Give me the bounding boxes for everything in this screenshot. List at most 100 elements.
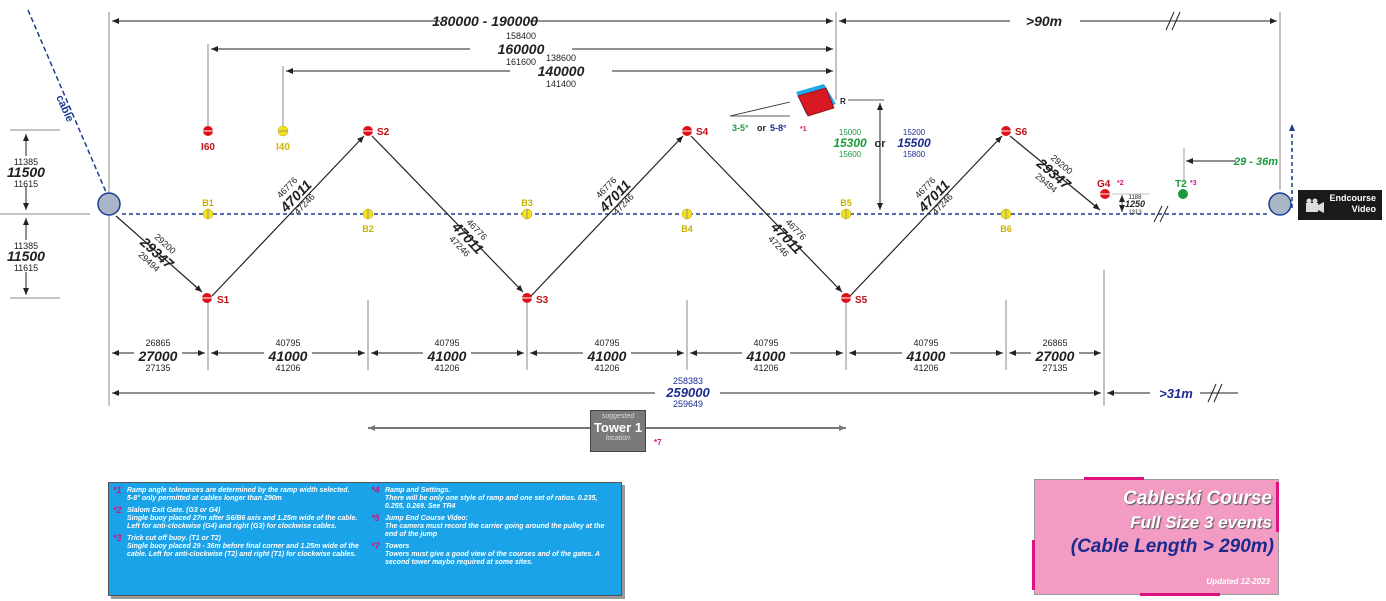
buoy-s6: S6	[1001, 126, 1028, 138]
endcourse-video: Endcourse Video	[1298, 190, 1382, 220]
note-3: *3 Trick cut off buoy. (T1 or T2) Single b…	[113, 533, 359, 559]
ramp-r-label: R	[840, 97, 846, 106]
svg-text:258383: 258383	[673, 376, 703, 386]
svg-text:41000: 41000	[906, 348, 946, 364]
tower-note: *7	[654, 438, 662, 447]
d160-under: 161600	[506, 57, 536, 67]
exit-gate-g4: G4 *2 1188 1250 1313	[1097, 179, 1169, 223]
pulley-left	[97, 192, 121, 216]
buoy-s1: S1	[202, 293, 230, 306]
note-1: *1 Ramp angle tolerances are determined b…	[113, 485, 350, 503]
svg-text:1313: 1313	[1128, 210, 1142, 216]
svg-text:S3: S3	[536, 295, 549, 306]
buoy-s2: S2	[363, 126, 390, 138]
svg-text:T2: T2	[1175, 179, 1187, 190]
ramp-distance-labels: 15000 15300 15600 or 15200 15500 15800	[833, 128, 931, 159]
svg-text:B4: B4	[681, 224, 693, 234]
svg-text:259649: 259649	[673, 399, 703, 409]
y-bot-under: 11615	[14, 263, 38, 273]
tower-suggested: suggested	[601, 413, 635, 420]
svg-text:26865: 26865	[1042, 338, 1067, 348]
d140-under: 141400	[546, 79, 576, 89]
camera-icon	[1306, 198, 1324, 213]
y-top-main: 11500	[7, 164, 45, 180]
endcourse-line2: Video	[1351, 204, 1376, 214]
title-panel: Cableski Course Full Size 3 events (Cabl…	[1034, 479, 1279, 595]
y-bot-main: 11500	[7, 248, 45, 264]
svg-text:or: or	[875, 138, 887, 150]
pink-arrow-bottom	[1140, 593, 1220, 596]
buoy-b3: B3	[521, 198, 533, 220]
svg-text:B1: B1	[202, 198, 214, 208]
jump-ramp: R 3-5° or 5-8° *1	[729, 84, 884, 210]
note-2: *2 Slalom Exit Gate. (G3 or G4) Single buo…	[113, 505, 358, 531]
svg-text:1250: 1250	[1125, 199, 1145, 209]
diag-short-1: 29200 29347 29494	[136, 232, 177, 274]
svg-text:15500: 15500	[897, 136, 931, 150]
svg-text:29 - 36m: 29 - 36m	[1233, 156, 1278, 168]
svg-text:S1: S1	[217, 295, 230, 306]
note-4: *4 Ramp and Settings. There will be only o…	[371, 485, 598, 511]
y-bot-over: 11385	[14, 241, 38, 251]
title-line1: Cableski Course	[1123, 488, 1272, 509]
diag-1: 46776 47011 47246	[275, 175, 317, 217]
tower-location: location	[605, 435, 631, 442]
top-right-label: >90m	[1026, 13, 1062, 29]
d160-over: 158400	[506, 31, 536, 41]
svg-text:259000: 259000	[665, 385, 710, 400]
dim-140000: 138600 140000 141400	[286, 53, 833, 89]
svg-text:40795: 40795	[594, 338, 619, 348]
svg-text:41000: 41000	[268, 348, 308, 364]
top-total-label: 180000 - 190000	[432, 13, 538, 29]
pulley-right	[1268, 192, 1292, 216]
svg-text:27135: 27135	[145, 363, 170, 373]
svg-text:40795: 40795	[275, 338, 300, 348]
title-line3: (Cable Length > 290m)	[1070, 536, 1274, 557]
svg-text:26865: 26865	[145, 338, 170, 348]
svg-text:S5: S5	[855, 295, 868, 306]
note-7: *7 Towers Towers must give a good view of …	[371, 541, 600, 567]
svg-text:*3: *3	[1190, 180, 1197, 187]
svg-text:41206: 41206	[434, 363, 459, 373]
svg-text:27000: 27000	[138, 348, 178, 364]
buoy-b6: B6	[1000, 208, 1012, 234]
svg-text:S4: S4	[696, 127, 709, 138]
pink-arrow-top	[1084, 477, 1144, 480]
diag-3: 46776 47011 47246	[594, 175, 636, 217]
top-dimension: 180000 - 190000 >90m	[112, 11, 1277, 31]
svg-text:40795: 40795	[913, 338, 938, 348]
svg-text:41206: 41206	[753, 363, 778, 373]
slalom-path	[115, 135, 1101, 297]
svg-text:41206: 41206	[594, 363, 619, 373]
pink-arrow-right	[1276, 482, 1279, 532]
svg-text:I60: I60	[201, 142, 215, 153]
d140-main: 140000	[538, 63, 585, 79]
entry-gate-i60: I60	[201, 126, 215, 153]
svg-text:S6: S6	[1015, 127, 1028, 138]
ramp-angle-or: or	[757, 123, 766, 133]
svg-text:40795: 40795	[753, 338, 778, 348]
svg-text:B6: B6	[1000, 224, 1012, 234]
dim-160000: 158400 160000 161600	[211, 31, 833, 67]
buoy-b2: B2	[362, 208, 374, 234]
buoy-s5: S5	[841, 293, 868, 306]
cable-approach	[27, 9, 107, 193]
svg-text:41206: 41206	[913, 363, 938, 373]
legend-notes: *1 Ramp angle tolerances are determined b…	[108, 482, 622, 596]
svg-text:1188: 1188	[1129, 195, 1143, 201]
svg-text:I40: I40	[276, 142, 290, 153]
endcourse-line1: Endcourse	[1329, 193, 1376, 203]
diag-2: 46776 47011 47246	[447, 217, 489, 259]
y-top-over: 11385	[14, 157, 38, 167]
entry-gate-i40: I40	[276, 125, 290, 153]
svg-text:41000: 41000	[746, 348, 786, 364]
svg-text:G4: G4	[1097, 179, 1111, 190]
svg-text:15800: 15800	[903, 150, 926, 159]
buoy-b4: B4	[681, 208, 693, 234]
